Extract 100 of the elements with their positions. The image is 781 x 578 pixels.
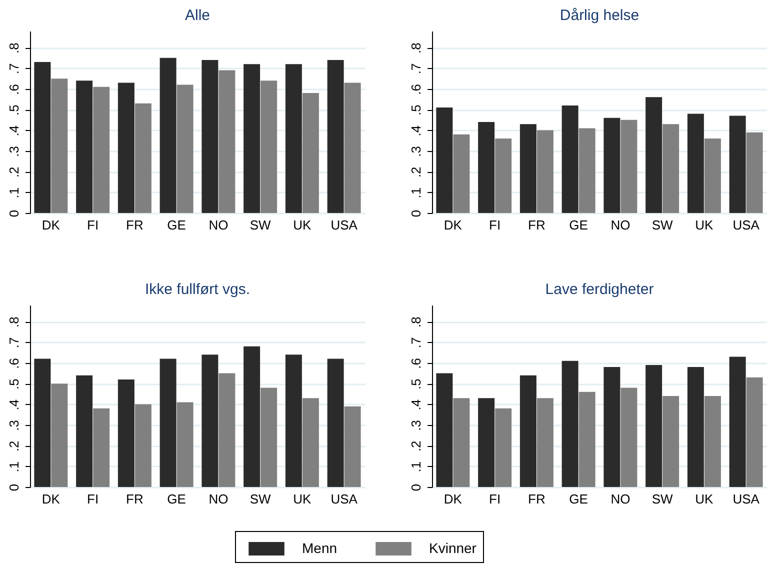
y-tick-label: .8 bbox=[6, 316, 22, 328]
legend-label: Menn bbox=[302, 540, 338, 556]
bar bbox=[285, 64, 302, 213]
y-tick-label: .4 bbox=[408, 125, 424, 136]
y-tick-label: .4 bbox=[408, 399, 424, 410]
y-tick-label: .1 bbox=[408, 187, 424, 198]
x-tick-label: SW bbox=[652, 218, 674, 232]
bar bbox=[520, 124, 536, 213]
y-tick-label: .5 bbox=[6, 378, 22, 390]
bar bbox=[620, 120, 638, 213]
y-tick-label: .1 bbox=[6, 461, 22, 472]
x-tick-label: GE bbox=[569, 218, 588, 232]
bar bbox=[176, 84, 194, 213]
x-tick-label: GE bbox=[569, 492, 588, 506]
y-tick-label: 0 bbox=[6, 210, 22, 218]
bar bbox=[202, 60, 218, 213]
y-tick-label: .7 bbox=[408, 63, 424, 74]
chart-title: Dårlig helse bbox=[560, 7, 640, 24]
bar bbox=[453, 398, 470, 487]
bar bbox=[436, 373, 453, 487]
bar bbox=[495, 408, 512, 487]
x-tick-label: UK bbox=[695, 492, 714, 506]
bar bbox=[478, 398, 495, 487]
bar bbox=[34, 62, 51, 213]
bar bbox=[453, 134, 470, 213]
bar bbox=[704, 396, 721, 487]
bar bbox=[578, 128, 596, 213]
bar bbox=[436, 108, 453, 213]
bar bbox=[327, 60, 344, 213]
bar bbox=[134, 103, 152, 213]
x-tick-label: DK bbox=[444, 492, 462, 506]
bar bbox=[285, 354, 302, 487]
bar bbox=[34, 358, 51, 487]
x-tick-label: GE bbox=[167, 218, 186, 232]
y-tick-label: .7 bbox=[408, 337, 424, 348]
bar bbox=[662, 124, 680, 213]
y-tick-label: .2 bbox=[6, 440, 22, 452]
bar bbox=[536, 398, 554, 487]
bar bbox=[218, 70, 236, 213]
x-tick-label: DK bbox=[42, 492, 60, 506]
y-tick-label: .5 bbox=[6, 104, 22, 116]
bar bbox=[646, 97, 662, 213]
y-tick-label: .1 bbox=[408, 461, 424, 472]
bar bbox=[160, 358, 176, 487]
bar bbox=[344, 406, 361, 487]
bar bbox=[76, 80, 93, 213]
bar bbox=[302, 93, 319, 213]
y-tick-label: 0 bbox=[6, 484, 22, 492]
y-tick-label: .5 bbox=[408, 104, 424, 116]
y-tick-label: .6 bbox=[6, 358, 22, 369]
x-tick-label: SW bbox=[250, 492, 272, 506]
bar bbox=[118, 82, 134, 213]
bar bbox=[562, 360, 578, 487]
x-tick-label: USA bbox=[732, 492, 760, 506]
chart-title: Ikke fullført vgs. bbox=[144, 281, 250, 298]
y-tick-label: .4 bbox=[6, 399, 22, 410]
bar bbox=[260, 388, 278, 487]
x-tick-label: FR bbox=[528, 492, 546, 506]
bar bbox=[218, 373, 236, 487]
x-tick-label: NO bbox=[610, 492, 630, 506]
bar bbox=[176, 402, 194, 487]
bar bbox=[536, 130, 554, 213]
y-tick-label: .6 bbox=[408, 84, 424, 95]
bar bbox=[302, 398, 319, 487]
bar bbox=[344, 82, 361, 213]
y-tick-label: .8 bbox=[6, 42, 22, 54]
bar bbox=[662, 396, 680, 487]
bar bbox=[93, 86, 110, 213]
x-tick-label: FI bbox=[489, 492, 501, 506]
bar bbox=[93, 408, 110, 487]
bar bbox=[478, 122, 495, 213]
x-tick-label: USA bbox=[330, 218, 358, 232]
bar bbox=[202, 354, 218, 487]
x-tick-label: FI bbox=[87, 218, 99, 232]
legend-label: Kvinner bbox=[429, 540, 477, 556]
x-tick-label: FR bbox=[126, 218, 144, 232]
x-tick-label: NO bbox=[208, 492, 228, 506]
y-tick-label: .3 bbox=[6, 420, 22, 431]
x-tick-label: DK bbox=[444, 218, 462, 232]
x-tick-label: SW bbox=[652, 492, 674, 506]
x-tick-label: UK bbox=[293, 492, 312, 506]
bar bbox=[562, 105, 578, 213]
chart-title: Lave ferdigheter bbox=[545, 281, 654, 298]
bar bbox=[729, 356, 746, 487]
bar bbox=[51, 78, 68, 213]
y-tick-label: .6 bbox=[408, 358, 424, 369]
x-tick-label: FI bbox=[489, 218, 501, 232]
bar bbox=[160, 58, 176, 213]
bar bbox=[244, 346, 260, 487]
bar bbox=[495, 138, 512, 213]
x-tick-label: SW bbox=[250, 218, 272, 232]
y-tick-label: 0 bbox=[408, 210, 424, 218]
bar bbox=[687, 114, 704, 213]
x-tick-label: USA bbox=[330, 492, 358, 506]
y-tick-label: .7 bbox=[6, 337, 22, 348]
bar bbox=[134, 404, 152, 487]
y-tick-label: .2 bbox=[408, 166, 424, 178]
x-tick-label: UK bbox=[293, 218, 312, 232]
bar bbox=[604, 118, 620, 213]
x-tick-label: DK bbox=[42, 218, 60, 232]
